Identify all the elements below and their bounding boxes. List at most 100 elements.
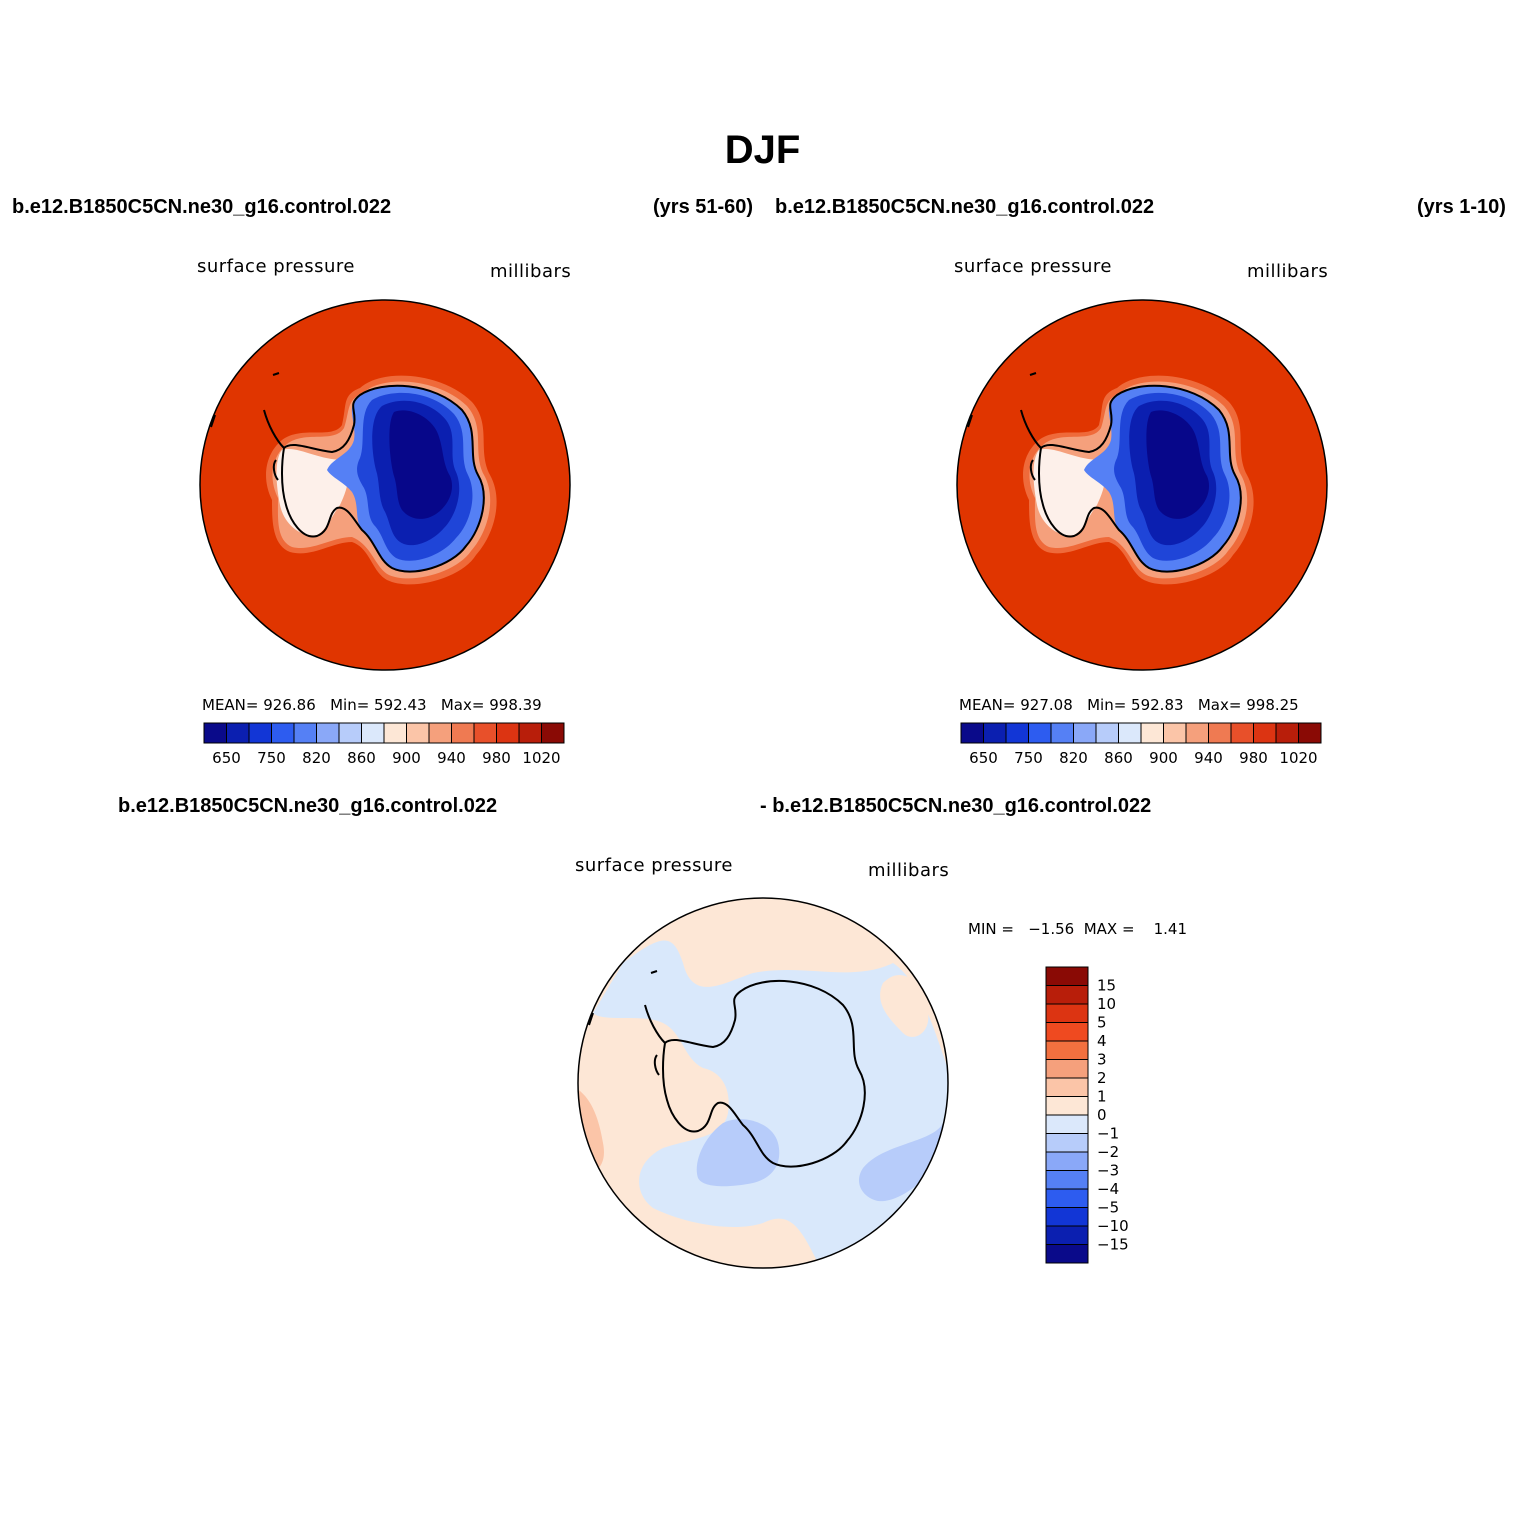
panel2-units-label: millibars [1247, 261, 1329, 282]
colorbar-box [1045, 1188, 1089, 1208]
coastline [281, 384, 485, 573]
island-mark [967, 372, 1037, 428]
colorbar-tick-label: 1 [1097, 1088, 1107, 1106]
panel2-years: (yrs 1-10) [1417, 196, 1506, 218]
colorbar-box [983, 722, 1007, 744]
diff-minmax: MIN = −1.56 MAX = 1.41 [968, 920, 1188, 938]
colorbar-tick-label: 1020 [1279, 749, 1317, 767]
colorbar-tick-label: −1 [1097, 1125, 1119, 1143]
colorbar-box [1045, 1244, 1089, 1264]
colorbar-box [1045, 985, 1089, 1005]
colorbar-tick-label: 4 [1097, 1032, 1107, 1050]
panel1-variable-label: surface pressure [197, 256, 355, 277]
colorbar-box [1045, 1096, 1089, 1116]
mean-label: MEAN= [202, 696, 259, 714]
colorbar-box [1118, 722, 1142, 744]
colorbar-box [1045, 1003, 1089, 1023]
colorbar-box [271, 722, 295, 744]
colorbar-tick-label: −15 [1097, 1236, 1129, 1254]
colorbar-box [1045, 1059, 1089, 1079]
colorbar-tick-label: 15 [1097, 977, 1116, 995]
colorbar-box [1045, 1133, 1089, 1153]
mean-value: 926.86 [263, 696, 316, 714]
colorbar-tick-label: −10 [1097, 1217, 1129, 1235]
panel2-map [956, 299, 1328, 671]
mean-label: MEAN= [959, 696, 1016, 714]
ice-core [1146, 410, 1210, 519]
colorbar-box [203, 722, 227, 744]
diff-coastline [662, 980, 866, 1168]
colorbar-tick-label: 1020 [522, 749, 560, 767]
colorbar-box [248, 722, 272, 744]
coastline [1038, 384, 1242, 573]
colorbar-box [1298, 722, 1322, 744]
colorbar-tick-label: 750 [1014, 749, 1043, 767]
colorbar-tick-label: 980 [482, 749, 511, 767]
island-mark [210, 372, 280, 428]
colorbar-tick-label: 650 [212, 749, 241, 767]
colorbar-tick-label: 5 [1097, 1014, 1107, 1032]
panel1-case-title: b.e12.B1850C5CN.ne30_g16.control.022 [12, 196, 392, 218]
colorbar-box [1230, 722, 1254, 744]
colorbar-box [1140, 722, 1164, 744]
colorbar-tick-label: 650 [969, 749, 998, 767]
colorbar-box [541, 722, 565, 744]
colorbar-box [1275, 722, 1299, 744]
colorbar-box [293, 722, 317, 744]
max-label: Max= [440, 696, 485, 714]
colorbar-box [496, 722, 520, 744]
min-value: 592.83 [1131, 696, 1184, 714]
map-border [199, 299, 571, 671]
colorbar-tick-label: −2 [1097, 1143, 1119, 1161]
colorbar-tick-label: 3 [1097, 1051, 1107, 1069]
colorbar-box [383, 722, 407, 744]
colorbar-tick-label: 940 [1194, 749, 1223, 767]
colorbar-box [1028, 722, 1052, 744]
min-label: Min= [1087, 696, 1127, 714]
colorbar-tick-label: −5 [1097, 1199, 1119, 1217]
colorbar-tick-label: 860 [1104, 749, 1133, 767]
colorbar-box [1073, 722, 1097, 744]
diff-peninsula-coast [644, 1004, 666, 1076]
colorbar-box [1045, 1207, 1089, 1227]
ice-core [389, 410, 453, 519]
colorbar-box [338, 722, 362, 744]
panel1-units-label: millibars [490, 261, 572, 282]
colorbar-box [1045, 1225, 1089, 1245]
colorbar-box [1208, 722, 1232, 744]
colorbar-tick-label: 750 [257, 749, 286, 767]
colorbar-box [226, 722, 250, 744]
min-value: 592.43 [374, 696, 427, 714]
colorbar-tick-label: 900 [392, 749, 421, 767]
colorbar-box [1095, 722, 1119, 744]
panel2-stats: MEAN= 927.08 Min= 592.83 Max= 998.25 [959, 696, 1299, 714]
diff-negative-se [858, 1123, 943, 1202]
colorbar-box [1163, 722, 1187, 744]
panel1-colorbar: 650 750 820 860 900 940 980 1020 [203, 722, 565, 767]
colorbar-box [1045, 1170, 1089, 1190]
diff-map [577, 897, 949, 1269]
colorbar-box [518, 722, 542, 744]
colorbar-box [960, 722, 984, 744]
colorbar-tick-label: −4 [1097, 1180, 1119, 1198]
max-label: Max= [1197, 696, 1242, 714]
colorbar-tick-label: −3 [1097, 1162, 1119, 1180]
peninsula-coast [1020, 409, 1042, 481]
island-mark [588, 970, 658, 1026]
colorbar-box [428, 722, 452, 744]
min-label: Min= [330, 696, 370, 714]
colorbar-tick-label: 820 [1059, 749, 1088, 767]
diff-variable-label: surface pressure [575, 855, 733, 876]
panel1-years: (yrs 51-60) [653, 196, 754, 218]
panel2-case-title: b.e12.B1850C5CN.ne30_g16.control.022 [775, 196, 1155, 218]
colorbar-box [361, 722, 385, 744]
max-value: 998.39 [489, 696, 542, 714]
map-border [577, 897, 949, 1269]
colorbar-box [1005, 722, 1029, 744]
diff-units-label: millibars [868, 860, 950, 881]
colorbar-tick-label: 0 [1097, 1106, 1107, 1124]
panel1-map [199, 299, 571, 671]
colorbar-tick-label: 940 [437, 749, 466, 767]
colorbar-box [1185, 722, 1209, 744]
